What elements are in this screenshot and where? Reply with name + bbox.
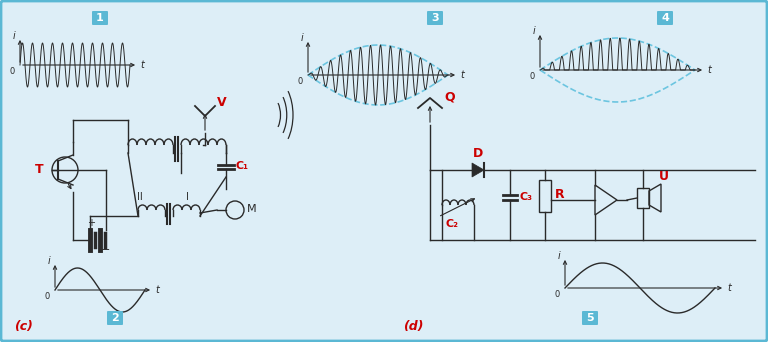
Bar bbox=[539, 180, 551, 212]
FancyBboxPatch shape bbox=[582, 311, 598, 325]
Text: II: II bbox=[137, 192, 143, 202]
Text: i: i bbox=[48, 256, 51, 266]
Text: D: D bbox=[473, 147, 483, 160]
Text: t: t bbox=[707, 65, 711, 75]
Text: U: U bbox=[659, 170, 669, 183]
Polygon shape bbox=[472, 163, 484, 177]
Text: −: − bbox=[101, 245, 111, 255]
Text: i: i bbox=[533, 26, 535, 36]
Text: t: t bbox=[460, 70, 464, 80]
Text: I: I bbox=[186, 192, 188, 202]
Text: 0: 0 bbox=[530, 72, 535, 81]
Text: i: i bbox=[12, 31, 15, 41]
FancyBboxPatch shape bbox=[107, 311, 123, 325]
Text: T: T bbox=[35, 163, 44, 176]
Text: +: + bbox=[87, 218, 95, 228]
Text: t: t bbox=[155, 285, 159, 295]
Text: 3: 3 bbox=[431, 13, 439, 23]
Text: 0: 0 bbox=[45, 292, 50, 301]
Text: Q: Q bbox=[444, 90, 455, 103]
Text: (d): (d) bbox=[403, 320, 423, 333]
Bar bbox=[637, 188, 649, 208]
Text: C₃: C₃ bbox=[519, 192, 532, 202]
Text: 0: 0 bbox=[298, 77, 303, 86]
FancyBboxPatch shape bbox=[427, 11, 443, 25]
Text: 0: 0 bbox=[10, 67, 15, 76]
Text: M: M bbox=[247, 204, 257, 214]
Text: i: i bbox=[558, 251, 561, 261]
Text: R: R bbox=[555, 188, 564, 201]
Text: (c): (c) bbox=[14, 320, 33, 333]
Text: 0: 0 bbox=[554, 290, 560, 299]
Text: 2: 2 bbox=[111, 313, 119, 323]
Text: t: t bbox=[727, 283, 731, 293]
FancyBboxPatch shape bbox=[657, 11, 673, 25]
Text: 5: 5 bbox=[586, 313, 594, 323]
Text: t: t bbox=[140, 60, 144, 70]
Text: V: V bbox=[217, 96, 227, 109]
Text: 4: 4 bbox=[661, 13, 669, 23]
Text: i: i bbox=[300, 33, 303, 43]
Text: C₂: C₂ bbox=[446, 219, 459, 229]
Text: C₁: C₁ bbox=[236, 161, 249, 171]
Text: 1: 1 bbox=[96, 13, 104, 23]
FancyBboxPatch shape bbox=[92, 11, 108, 25]
